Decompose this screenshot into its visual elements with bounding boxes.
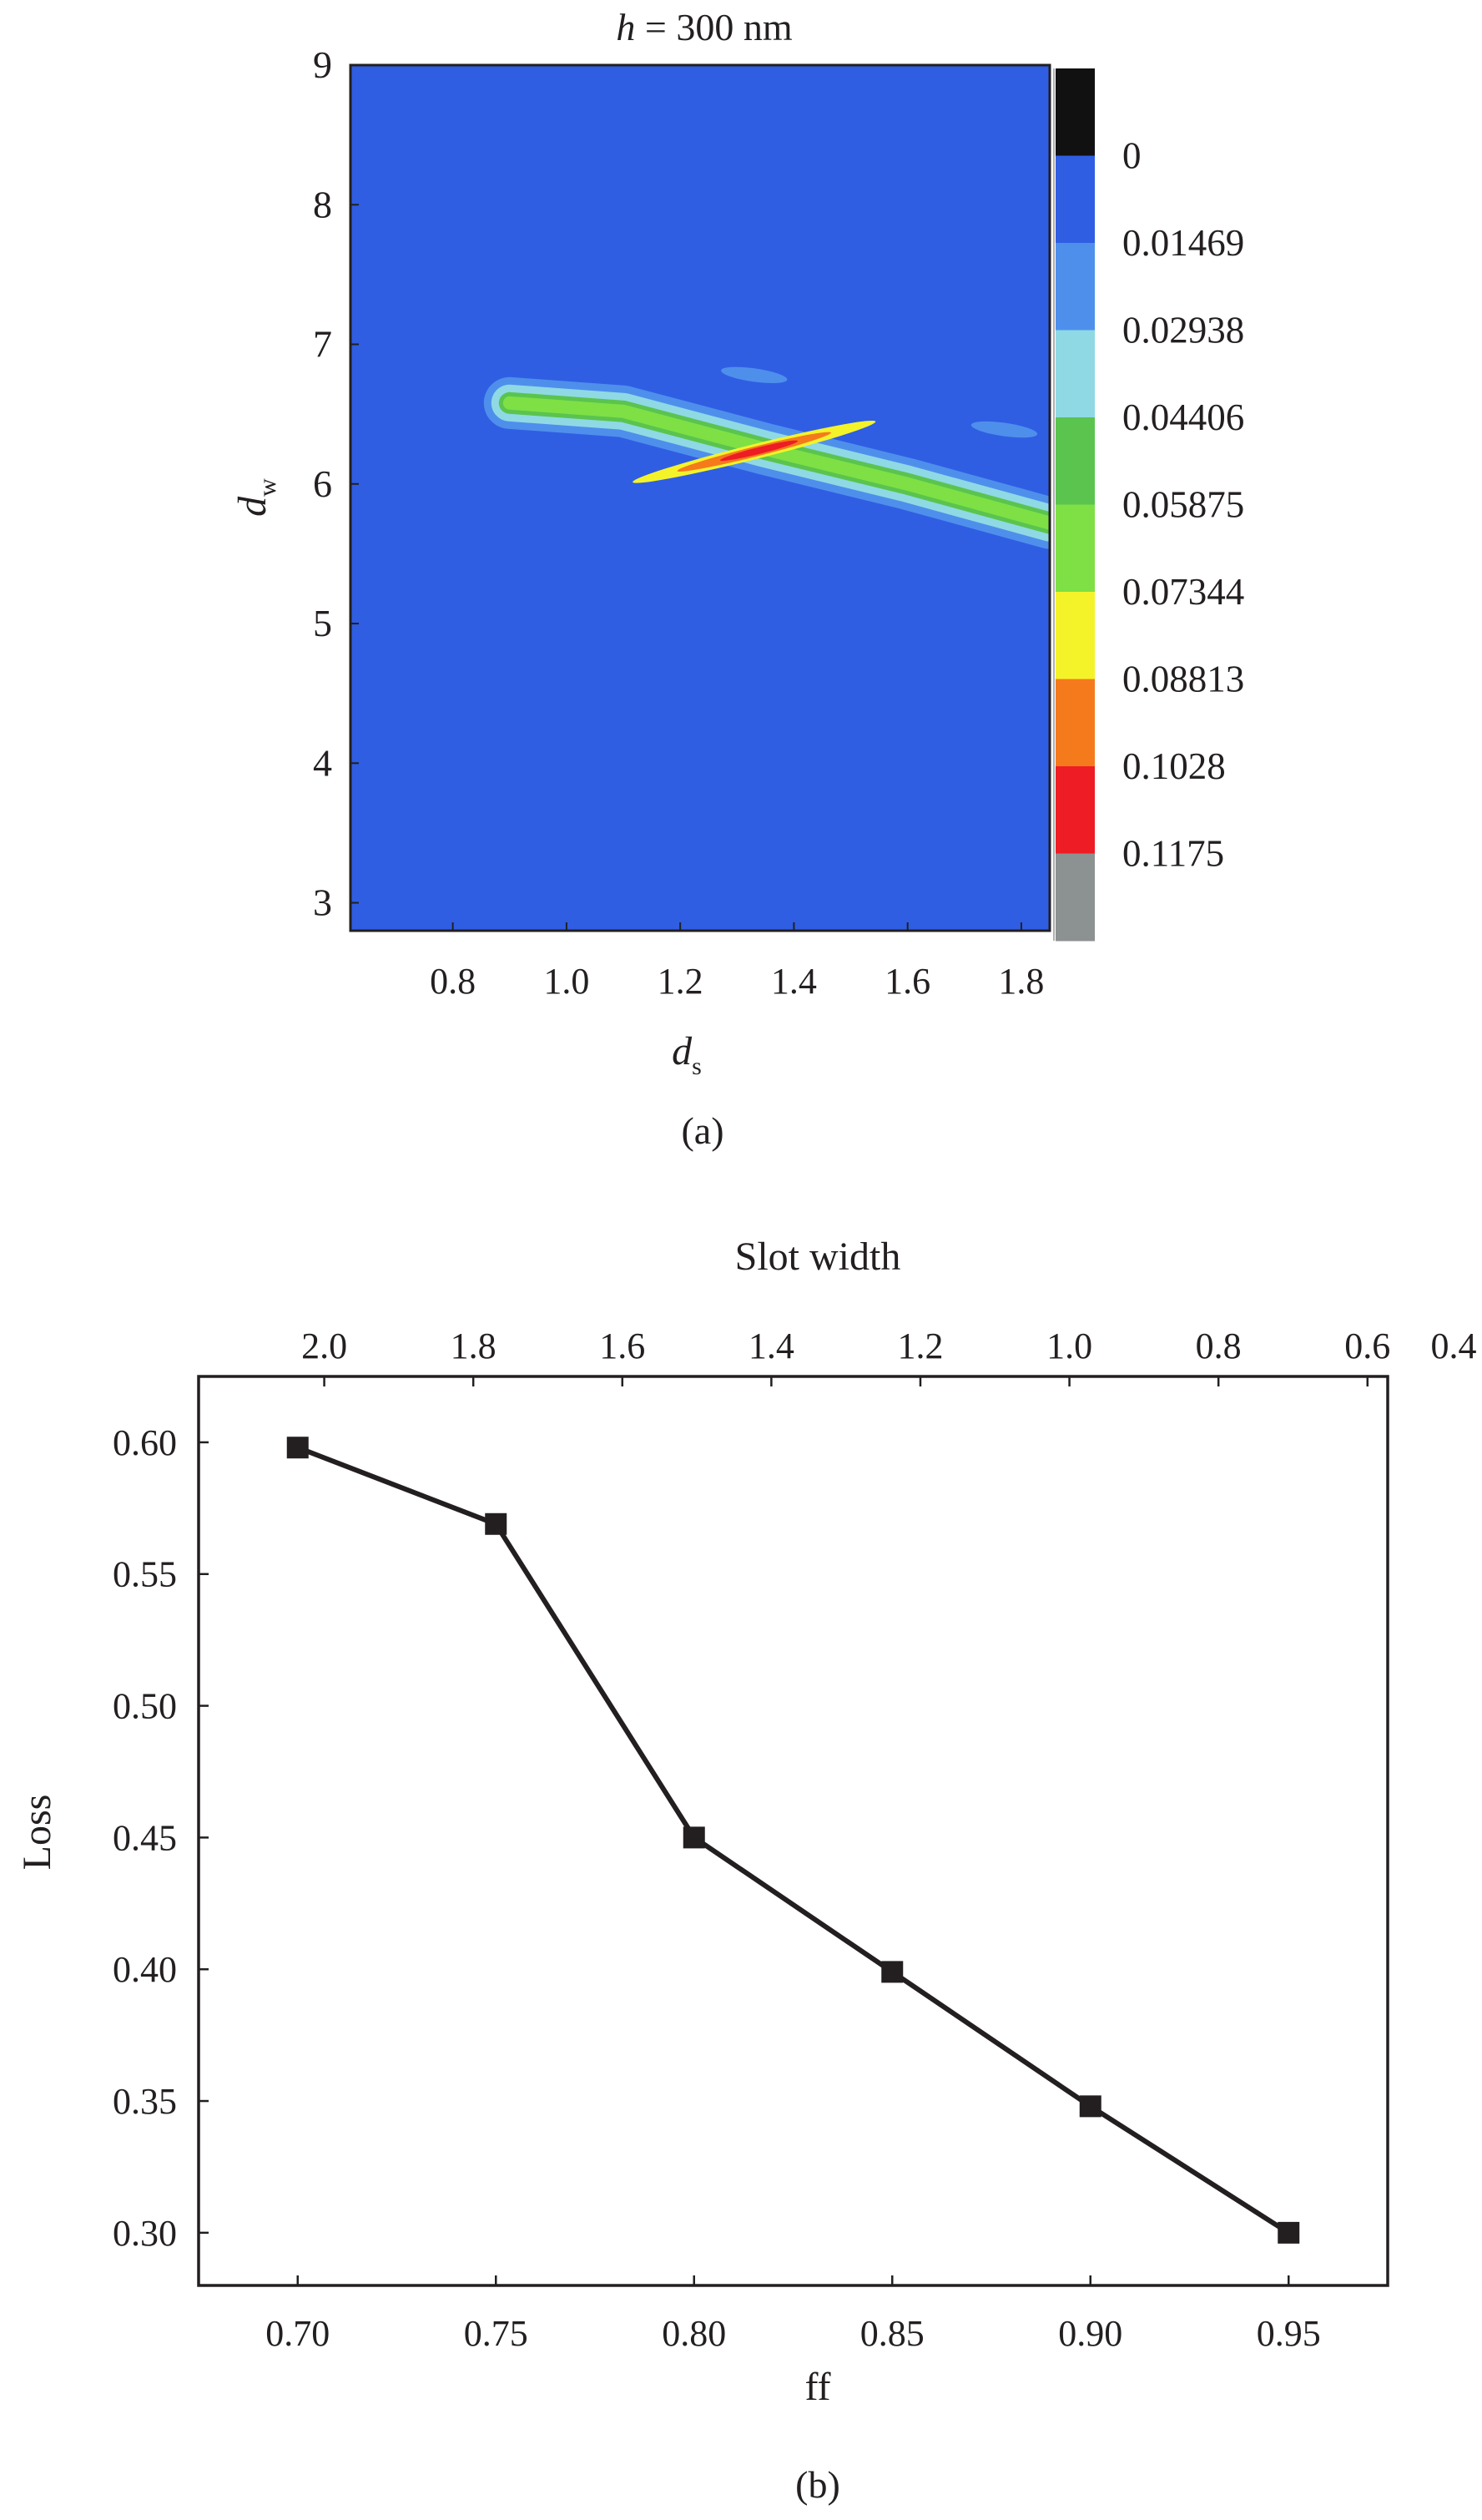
contour-spot-2 <box>970 421 1038 438</box>
panel-label-a: (a) <box>681 1109 723 1152</box>
heatmap-x-label: ds <box>672 1029 702 1080</box>
colorbar-label: 0.01469 <box>1122 222 1244 264</box>
loss-data-point <box>881 1961 904 1983</box>
colorbar-label: 0.07344 <box>1122 571 1244 613</box>
heatmap-y-tick-label: 3 <box>313 881 332 924</box>
line-chart-x-tick-label: 0.85 <box>860 2313 925 2354</box>
line-chart-y-label: Loss <box>15 1795 59 1871</box>
loss-data-point <box>683 1826 705 1849</box>
colorbar-segment <box>1056 417 1095 505</box>
line-chart-x-ticks: 0.70 0.75 0.80 0.85 0.90 0.95 <box>265 2275 1321 2354</box>
loss-series-line <box>296 1445 1290 2235</box>
line-chart-x-tick-label: 0.75 <box>464 2313 528 2354</box>
colorbar-label: 0.02938 <box>1122 310 1244 351</box>
peak-red <box>719 440 799 462</box>
line-chart-top-tick-label: 1.0 <box>1046 1326 1092 1366</box>
line-chart-panel: Slot width 2.0 1.8 1.6 1.4 1.2 1.0 0.8 0.6 0.4 0… <box>15 1235 1477 2506</box>
heatmap-x-tick-label: 1.4 <box>771 961 817 1002</box>
line-chart-top-ticks: 2.0 1.8 1.6 1.4 1.2 1.0 0.8 0.6 0.4 <box>301 1326 1477 1386</box>
line-chart-x-tick-label: 0.90 <box>1058 2313 1122 2354</box>
contour-spot-1 <box>721 366 788 383</box>
line-chart-top-tick-label: 1.4 <box>749 1326 794 1366</box>
colorbar-segment <box>1056 766 1095 854</box>
loss-data-point <box>1278 2221 1300 2244</box>
line-chart-y-ticks: 0.30 0.35 0.40 0.45 0.50 0.55 0.60 <box>113 1422 209 2254</box>
line-chart-y-tick-label: 0.30 <box>113 2213 177 2254</box>
line-chart-y-tick-label: 0.55 <box>113 1554 177 1595</box>
line-chart-y-tick-label: 0.60 <box>113 1422 177 1463</box>
heatmap-title: h = 300 nm <box>616 6 792 48</box>
heatmap-contours <box>483 366 1050 549</box>
heatmap-y-ticks: 3 4 5 6 7 8 9 <box>313 43 359 924</box>
colorbar: 0 0.01469 0.02938 0.04406 0.05875 0.07344 0.08… <box>1053 68 1244 942</box>
heatmap-x-tick-label: 1.8 <box>998 961 1044 1002</box>
colorbar-segment <box>1056 330 1095 418</box>
colorbar-segment <box>1056 592 1095 679</box>
line-chart-y-tick-label: 0.45 <box>113 1817 177 1858</box>
colorbar-segment <box>1056 853 1095 942</box>
colorbar-label: 0.1028 <box>1122 745 1226 787</box>
colorbar-segment <box>1056 243 1095 331</box>
line-chart-top-axis-label: Slot width <box>735 1235 901 1279</box>
heatmap-x-ticks: 0.8 1.0 1.2 1.4 1.6 1.8 <box>430 922 1044 1002</box>
heatmap-x-tick-label: 1.2 <box>658 961 703 1002</box>
line-chart-x-tick-label: 0.70 <box>265 2313 330 2354</box>
heatmap-x-tick-label: 1.6 <box>885 961 930 1002</box>
line-chart-top-tick-label: 1.8 <box>451 1326 497 1366</box>
colorbar-segment <box>1056 155 1095 244</box>
line-chart-top-tick-label: 1.6 <box>599 1326 645 1366</box>
heatmap-y-tick-label: 4 <box>313 741 332 784</box>
line-chart-top-tick-label: 2.0 <box>301 1326 347 1366</box>
colorbar-segment <box>1056 68 1095 156</box>
colorbar-label: 0.04406 <box>1122 396 1244 438</box>
loss-series-markers <box>286 1437 1300 2244</box>
line-chart-x-tick-label: 0.80 <box>662 2313 726 2354</box>
line-chart-top-tick-label: 1.2 <box>897 1326 943 1366</box>
heatmap-y-tick-label: 5 <box>313 602 332 644</box>
heatmap-y-label: dw <box>230 478 281 517</box>
loss-data-point <box>1079 2095 1101 2118</box>
heatmap-frame <box>349 63 1051 932</box>
heatmap-y-tick-label: 8 <box>313 183 332 225</box>
colorbar-segment <box>1056 679 1095 767</box>
heatmap-panel: h = 300 nm 0.8 1.0 1.2 1.4 1.6 1.8 3 4 5 6 7 8 9 ds… <box>230 6 1244 1152</box>
line-chart-y-tick-label: 0.40 <box>113 1949 177 1990</box>
heatmap-x-tick-label: 1.0 <box>543 961 589 1002</box>
colorbar-label: 0.05875 <box>1122 484 1244 526</box>
colorbar-segment <box>1056 504 1095 593</box>
line-chart-y-tick-label: 0.50 <box>113 1686 177 1727</box>
heatmap-y-tick-label: 7 <box>313 323 332 366</box>
panel-label-b: (b) <box>795 2463 840 2506</box>
loss-data-point <box>286 1437 309 1459</box>
line-chart-x-label: ff <box>804 2365 830 2409</box>
loss-data-point <box>485 1513 507 1535</box>
colorbar-label: 0.1175 <box>1122 833 1224 875</box>
line-chart-top-tick-label: 0.6 <box>1344 1326 1390 1366</box>
heatmap-x-tick-label: 0.8 <box>430 961 476 1002</box>
colorbar-label: 0 <box>1122 135 1142 177</box>
heatmap-y-tick-label: 9 <box>313 43 332 86</box>
line-chart-y-tick-label: 0.35 <box>113 2081 177 2122</box>
line-chart-frame <box>197 1375 1389 2287</box>
line-chart-x-tick-label: 0.95 <box>1257 2313 1321 2354</box>
line-chart-top-tick-label: 0.8 <box>1196 1326 1242 1366</box>
heatmap-y-tick-label: 6 <box>313 462 332 505</box>
line-chart-top-tick-label: 0.4 <box>1431 1326 1477 1366</box>
colorbar-label: 0.08813 <box>1122 659 1244 700</box>
